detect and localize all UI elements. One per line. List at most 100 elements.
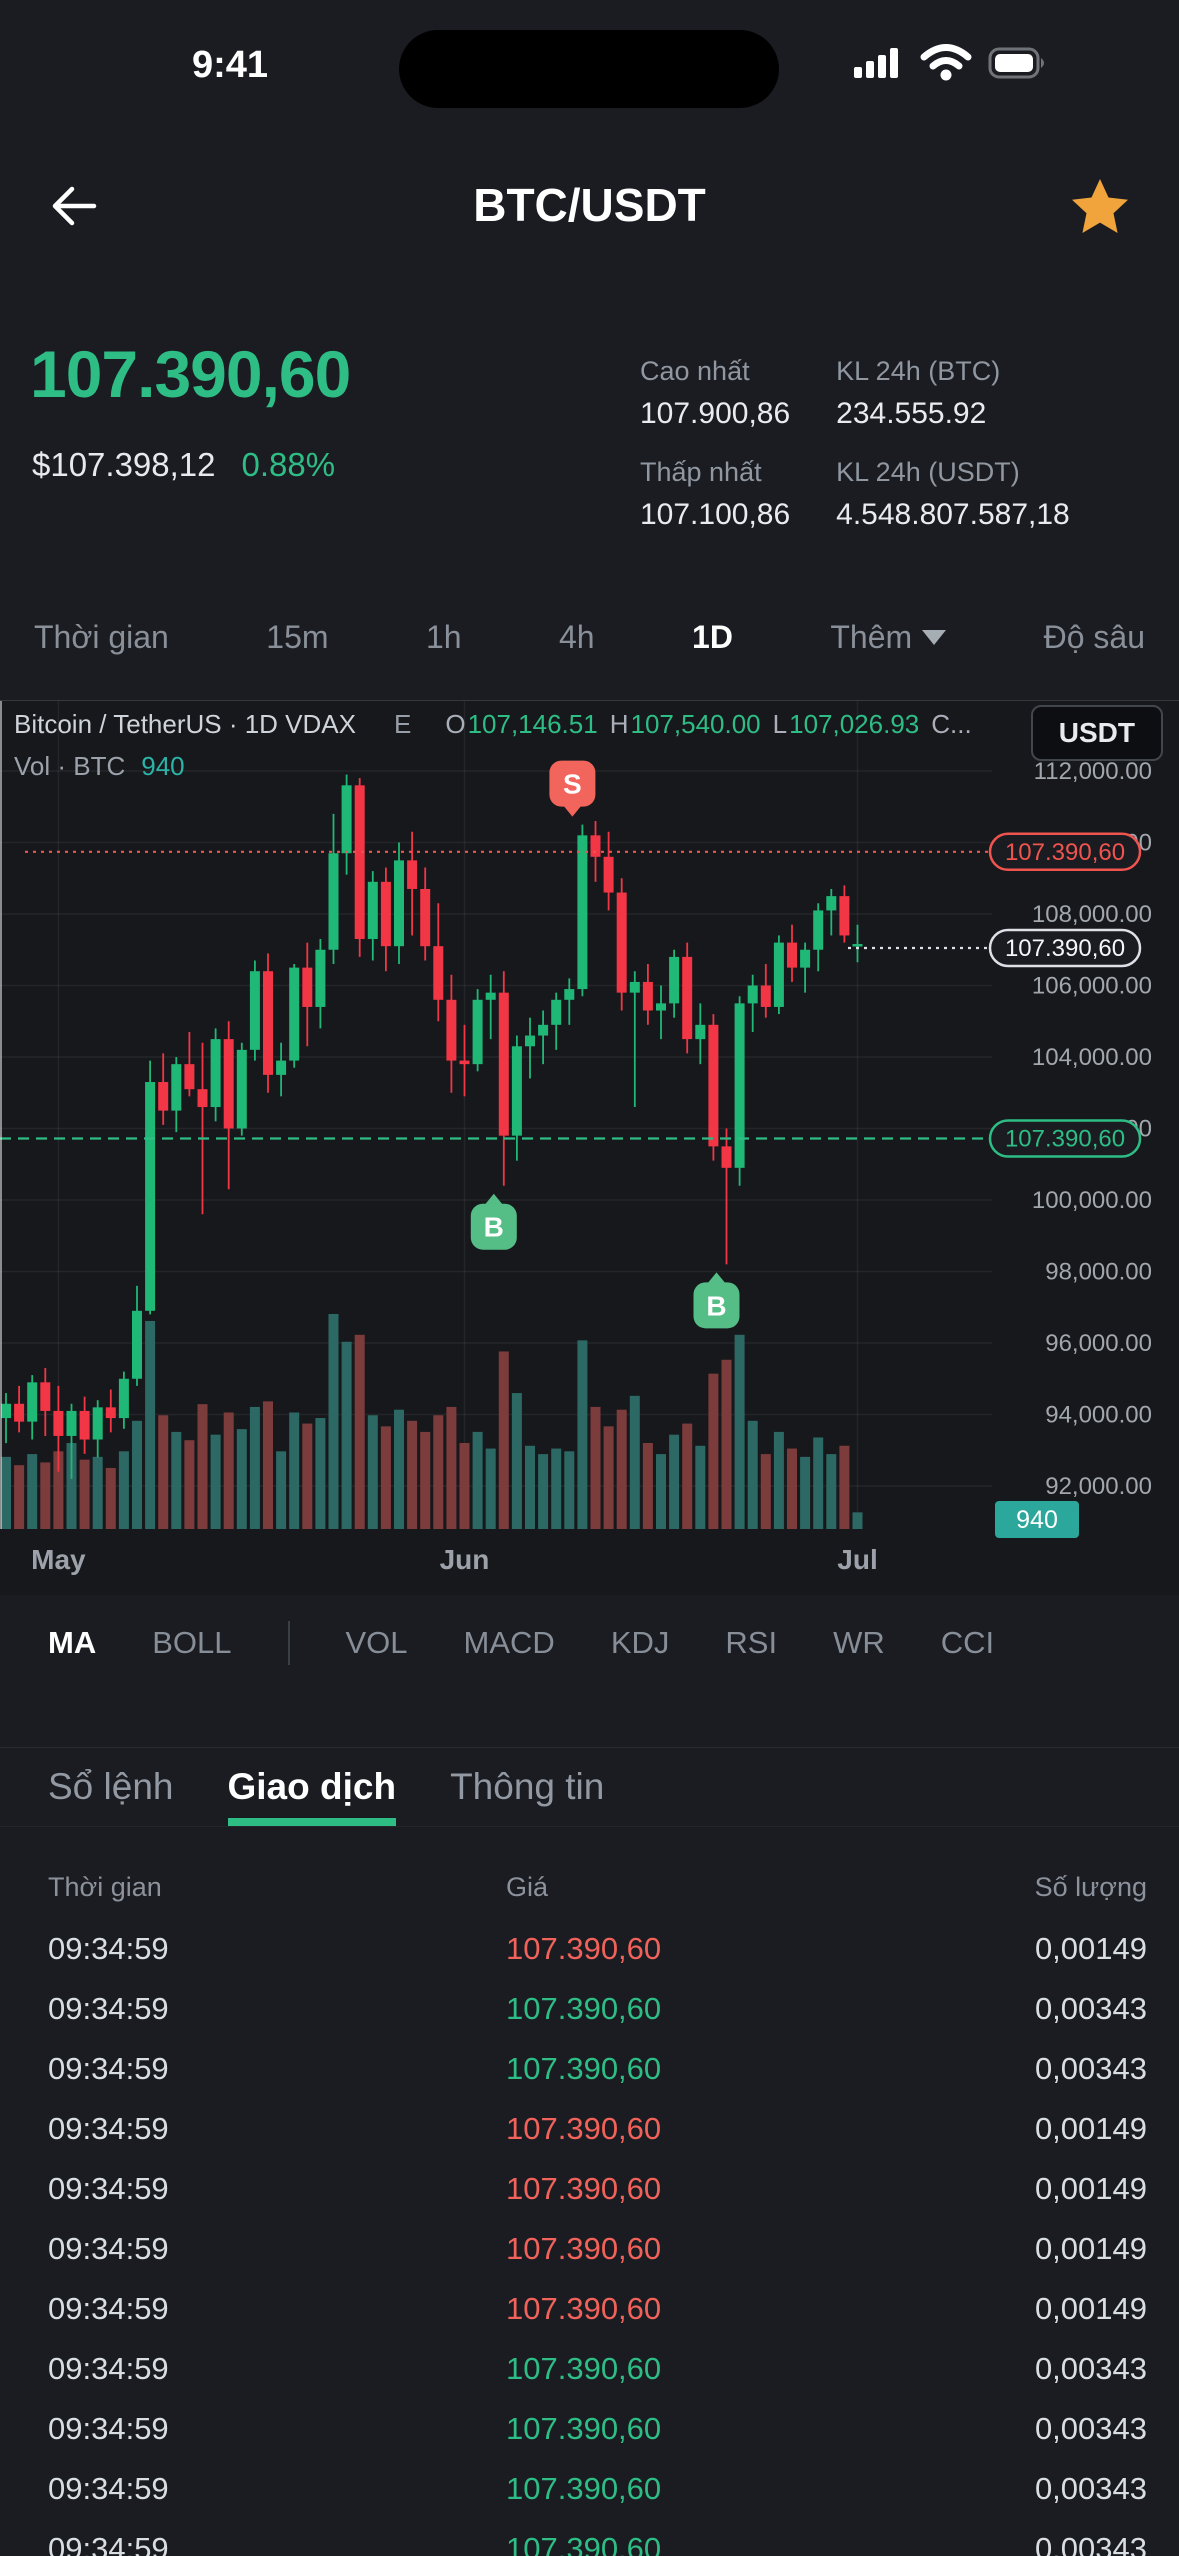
tab-Thông tin[interactable]: Thông tin	[450, 1766, 605, 1807]
volume-axis-badge	[995, 1501, 1079, 1538]
currency-toggle-button[interactable]: USDT	[1030, 705, 1163, 761]
volume-bar	[590, 1406, 601, 1529]
candle	[800, 949, 811, 968]
volume-bar	[420, 1431, 431, 1529]
interval-row-label: Thời gian	[34, 618, 169, 655]
volume-axis-badge-text: 940	[1016, 1506, 1058, 1534]
trade-time: 09:34:59	[48, 2471, 169, 2506]
interval-tab-15m[interactable]: 15m	[266, 618, 329, 655]
chart-exchange-label: E	[394, 709, 412, 739]
trade-qty: 0,00149	[1034, 2231, 1147, 2266]
volume-bar	[249, 1406, 260, 1529]
ohlc-value: 107,540.00	[630, 709, 761, 739]
price-change-percent: 0.88%	[241, 446, 336, 483]
indicator-tab-WR[interactable]: WR	[833, 1625, 885, 1660]
chart-symbol-label: Bitcoin / TetherUS · 1D VDAX	[14, 709, 356, 739]
indicator-tab-CCI[interactable]: CCI	[940, 1625, 995, 1660]
candle	[433, 946, 444, 1000]
buy-marker[interactable]	[470, 1203, 517, 1250]
interval-tab-4h[interactable]: 4h	[558, 618, 595, 655]
table-row: 09:34:59 107.390,60 0,00343	[0, 1979, 1179, 2039]
trade-price: 107.390,60	[506, 2291, 662, 2326]
interval-tab-1h[interactable]: 1h	[425, 618, 462, 655]
status-icons	[852, 0, 1048, 130]
interval-tab-Thêm[interactable]: Thêm	[830, 619, 947, 656]
stat-cell-2: Thấp nhất 107.100,86	[640, 457, 790, 532]
tab-Giao dịch[interactable]: Giao dịch	[227, 1748, 396, 1826]
candle	[53, 1410, 64, 1436]
candle	[498, 992, 509, 1136]
page-title: BTC/USDT	[473, 179, 706, 231]
volume-bar	[721, 1359, 732, 1529]
candle	[629, 981, 640, 993]
ohlc-key: O	[445, 709, 466, 739]
trade-time: 09:34:59	[48, 2171, 169, 2206]
stat-label: KL 24h (BTC)	[836, 356, 1001, 386]
back-button[interactable]	[44, 176, 104, 236]
trade-price: 107.390,60	[506, 2171, 662, 2206]
indicator-tab-MACD[interactable]: MACD	[463, 1625, 555, 1660]
marker-letter: S	[563, 769, 582, 800]
candle	[289, 967, 300, 1061]
candle	[263, 971, 273, 1075]
price-label-text: 107.390,60	[1005, 1126, 1125, 1153]
volume-bar	[760, 1454, 771, 1529]
volume-bar	[40, 1462, 51, 1529]
stat-cell-3: KL 24h (USDT) 4.548.807.587,18	[836, 457, 1070, 532]
indicator-tab-KDJ[interactable]: KDJ	[610, 1625, 670, 1660]
volume-bar	[511, 1393, 522, 1529]
candle	[1, 1403, 11, 1419]
volume-bar	[223, 1412, 234, 1529]
indicator-tab-BOLL[interactable]: BOLL	[152, 1625, 232, 1660]
sell-marker[interactable]	[549, 760, 596, 807]
indicator-tab-VOL[interactable]: VOL	[345, 1625, 408, 1660]
y-axis-tick-label: 106,000.00	[1032, 973, 1152, 1000]
indicator-tab-RSI[interactable]: RSI	[725, 1625, 778, 1660]
chart-legend: Bitcoin / TetherUS · 1D VDAX E O 107,146.…	[14, 709, 974, 740]
trade-time: 09:34:59	[48, 2291, 169, 2326]
table-row: 09:34:59 107.390,60 0,00149	[0, 2219, 1179, 2279]
candle	[616, 892, 627, 993]
trade-qty: 0,00149	[1034, 2171, 1147, 2206]
buy-marker[interactable]	[693, 1282, 740, 1329]
volume-bar	[341, 1341, 352, 1529]
interval-tab-1D[interactable]: 1D	[692, 618, 733, 655]
tab-Sổ lệnh[interactable]: Sổ lệnh	[48, 1766, 174, 1807]
candle	[171, 1064, 182, 1111]
trade-price: 107.390,60	[506, 1931, 662, 1966]
favorite-star-button[interactable]	[1065, 172, 1135, 242]
y-axis-tick-label: 92,000.00	[1045, 1473, 1152, 1500]
divider	[287, 1621, 290, 1665]
candle	[132, 1310, 142, 1379]
indicator-tab-MA[interactable]: MA	[48, 1625, 97, 1660]
candlestick-chart[interactable]: MayJunJul112,000.00110,000.00108,000.001…	[0, 701, 1179, 1596]
marker-letter: B	[706, 1290, 726, 1321]
chart-pane[interactable]: MayJunJul112,000.00110,000.00108,000.001…	[0, 700, 1179, 1595]
volume-bar	[145, 1320, 156, 1529]
volume-bar	[197, 1404, 208, 1529]
volume-bar	[236, 1429, 247, 1529]
volume-bar	[171, 1431, 182, 1529]
volume-bar	[315, 1418, 326, 1529]
candle	[145, 1082, 156, 1311]
trade-price: 107.390,60	[506, 2531, 662, 2556]
candle	[40, 1382, 51, 1411]
status-bar: 9:41	[0, 0, 1179, 130]
volume-bar	[525, 1445, 535, 1529]
volume-bar	[92, 1456, 103, 1529]
candle	[249, 971, 260, 1050]
stats-grid: Cao nhất 107.900,86 KL 24h (BTC) 234.555.92…	[640, 356, 1070, 532]
candle	[682, 956, 693, 1040]
volume-bar	[1, 1456, 11, 1529]
volume-bar	[551, 1448, 562, 1529]
trade-qty: 0,00343	[1034, 2411, 1147, 2446]
volume-bar	[446, 1406, 457, 1529]
trade-price: 107.390,60	[506, 2351, 662, 2386]
price-label-pill	[988, 1119, 1142, 1158]
y-axis-tick-label: 104,000.00	[1032, 1044, 1152, 1071]
interval-tab-Độ sâu[interactable]: Độ sâu	[1043, 618, 1145, 655]
dynamic-island	[399, 30, 779, 108]
volume-bar	[708, 1373, 719, 1529]
volume-bar	[302, 1423, 313, 1529]
